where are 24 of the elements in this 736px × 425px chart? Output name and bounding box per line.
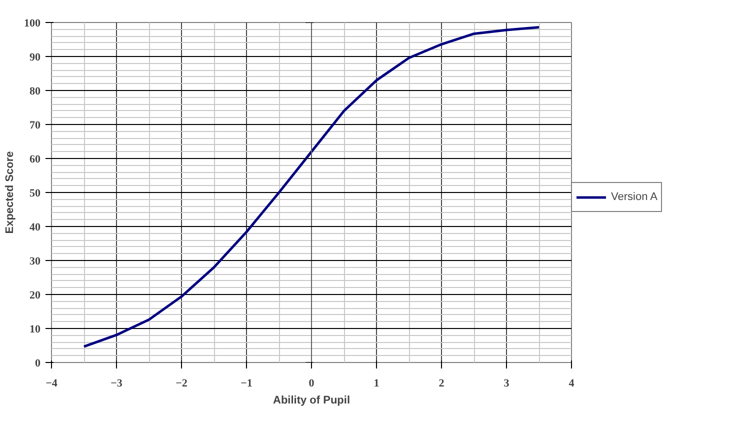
- y-tick-label: 60: [30, 154, 41, 166]
- y-tick-label: 20: [30, 290, 41, 302]
- x-tick-label: −4: [46, 378, 58, 390]
- y-tick-label: 90: [30, 52, 41, 64]
- y-tick-label: 10: [30, 324, 41, 336]
- x-tick-label: −1: [240, 378, 252, 390]
- y-tick-label: 0: [35, 358, 41, 370]
- x-tick-label: 0: [308, 378, 315, 390]
- x-tick-label: 2: [438, 378, 445, 390]
- y-tick-label: 40: [30, 222, 41, 234]
- x-tick-label: 4: [568, 378, 575, 390]
- y-axis-title: Expected Score: [4, 151, 16, 234]
- x-tick-label: 1: [374, 378, 380, 390]
- legend-label: Version A: [611, 191, 658, 203]
- line-series: [82, 26, 540, 348]
- y-tick-label: 70: [30, 120, 41, 132]
- y-tick-label: 30: [30, 256, 41, 268]
- x-tick-label: 3: [504, 378, 510, 390]
- y-tick-label: 80: [30, 86, 41, 98]
- y-tick-label: 50: [30, 188, 41, 200]
- x-tick-label: −2: [176, 378, 188, 390]
- x-tick-label: −3: [110, 378, 123, 390]
- y-tick-label: 100: [24, 18, 41, 30]
- x-axis-title: Ability of Pupil: [273, 394, 350, 406]
